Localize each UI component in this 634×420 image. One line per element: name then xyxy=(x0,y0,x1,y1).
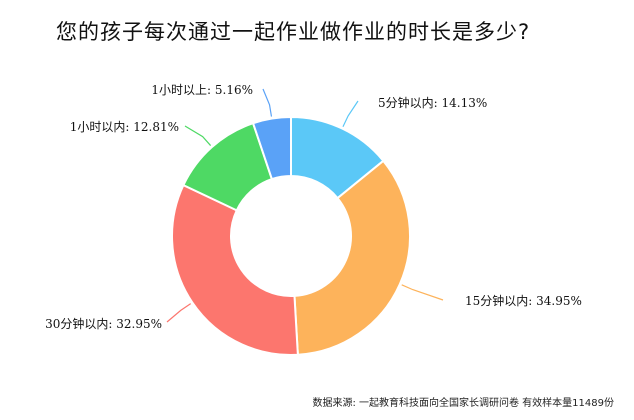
slice-label-1hr-within: 1小时以内: 12.81% xyxy=(70,120,179,134)
slices-group xyxy=(171,115,411,356)
leader-line-4 xyxy=(262,88,273,117)
leader-lines-group xyxy=(166,88,444,323)
data-source-note: 数据来源: 一起教育科技面向全国家长调研问卷 有效样本量11489份 xyxy=(312,398,614,409)
labels-group: 5分钟以内: 14.13% 15分钟以内: 34.95% 30分钟以内: 32.… xyxy=(45,83,582,331)
slice-label-15min: 15分钟以内: 34.95% xyxy=(465,293,582,308)
chart-title: 您的孩子每次通过一起作业做作业的时长是多少? xyxy=(56,20,531,44)
leader-line-3 xyxy=(184,125,212,146)
leader-line-2 xyxy=(166,303,192,323)
slice-2 xyxy=(171,183,299,356)
slice-label-1hr-over: 1小时以上: 5.16% xyxy=(151,83,253,97)
leader-line-1 xyxy=(401,284,444,301)
leader-line-0 xyxy=(342,100,359,127)
slice-4 xyxy=(251,115,292,181)
slice-1 xyxy=(293,159,411,356)
slice-label-5min: 5分钟以内: 14.13% xyxy=(378,95,487,110)
slice-label-30min: 30分钟以内: 32.95% xyxy=(45,316,162,331)
